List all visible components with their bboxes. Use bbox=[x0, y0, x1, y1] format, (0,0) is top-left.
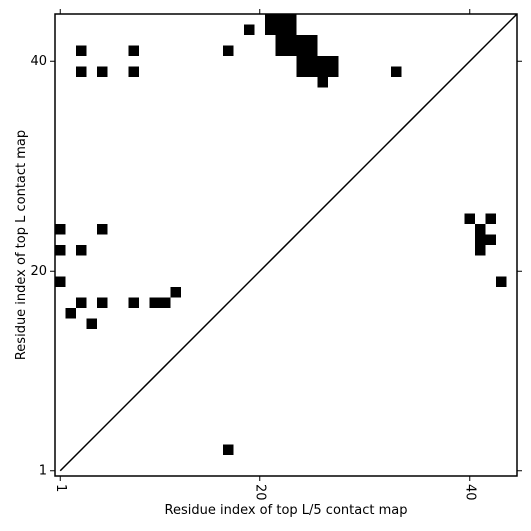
contact-cell bbox=[76, 245, 87, 256]
contact-cell bbox=[275, 45, 286, 56]
contact-cell bbox=[307, 56, 318, 67]
contact-cell bbox=[265, 24, 276, 35]
contact-cell bbox=[97, 224, 108, 235]
plot-frame bbox=[54, 13, 518, 477]
contact-cell bbox=[317, 66, 328, 77]
contact-cell bbox=[160, 297, 171, 308]
contact-cell bbox=[86, 318, 97, 329]
contact-cell bbox=[464, 213, 475, 224]
contact-cell bbox=[275, 24, 286, 35]
contact-cell bbox=[286, 24, 297, 35]
contact-cell bbox=[286, 14, 297, 25]
contact-cell bbox=[55, 224, 66, 235]
contact-cell bbox=[275, 35, 286, 46]
contact-cell bbox=[223, 444, 234, 455]
contact-cell bbox=[307, 66, 318, 77]
contact-cell bbox=[317, 56, 328, 67]
contact-cell bbox=[485, 234, 496, 245]
contact-cell bbox=[296, 45, 307, 56]
contact-cell bbox=[296, 66, 307, 77]
contact-cell bbox=[97, 297, 108, 308]
contact-cell bbox=[475, 245, 486, 256]
contact-cell bbox=[55, 276, 66, 287]
contact-cell bbox=[265, 14, 276, 25]
contact-cell bbox=[128, 66, 139, 77]
contact-cell bbox=[307, 35, 318, 46]
y-tick-label: 40 bbox=[30, 54, 47, 69]
contact-cell bbox=[76, 66, 87, 77]
x-tick-label: 40 bbox=[462, 484, 477, 501]
contact-cell bbox=[485, 213, 496, 224]
contact-cell bbox=[328, 66, 339, 77]
contact-cell bbox=[170, 287, 181, 298]
contact-cell bbox=[76, 297, 87, 308]
contact-cell bbox=[275, 14, 286, 25]
contact-cell bbox=[307, 45, 318, 56]
contact-cell bbox=[65, 308, 76, 319]
y-tick-label: 20 bbox=[30, 264, 47, 279]
diagonal bbox=[59, 13, 518, 472]
contact-cell bbox=[391, 66, 402, 77]
contact-cell bbox=[475, 224, 486, 235]
contact-cell bbox=[286, 35, 297, 46]
y-tick-label: 1 bbox=[39, 463, 47, 478]
x-axis-label: Residue index of top L/5 contact map bbox=[165, 503, 408, 518]
contact-cell bbox=[296, 35, 307, 46]
contact-cell bbox=[128, 45, 139, 56]
contact-cell bbox=[317, 77, 328, 88]
contact-cell bbox=[76, 45, 87, 56]
contact-cell bbox=[55, 245, 66, 256]
contact-cell bbox=[475, 234, 486, 245]
contact-cell bbox=[496, 276, 507, 287]
x-tick-label: 1 bbox=[53, 484, 68, 492]
y-axis-label: Residue index of top L contact map bbox=[14, 130, 29, 360]
contact-cell bbox=[328, 56, 339, 67]
contact-cell bbox=[149, 297, 160, 308]
contact-cell bbox=[128, 297, 139, 308]
x-tick-label: 20 bbox=[252, 484, 267, 501]
contact-cell bbox=[296, 56, 307, 67]
contact-cell bbox=[223, 45, 234, 56]
contact-cell bbox=[97, 66, 108, 77]
contact-cell bbox=[286, 45, 297, 56]
contact-cell bbox=[244, 24, 255, 35]
